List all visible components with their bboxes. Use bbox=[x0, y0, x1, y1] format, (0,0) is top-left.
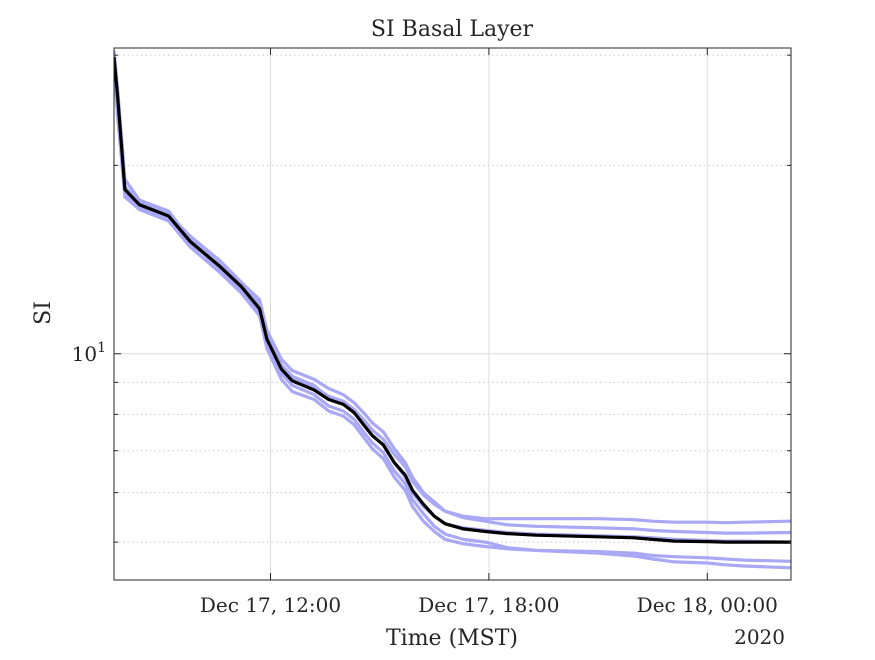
x-axis-label: Time (MST) bbox=[386, 626, 518, 651]
y-tick-label: 101 bbox=[72, 340, 106, 366]
ticks: 101 Dec 17, 12:00 Dec 17, 18:00 Dec 18, 00:… bbox=[72, 48, 791, 617]
ensemble-line-1 bbox=[114, 50, 791, 570]
x-tick-label: Dec 17, 12:00 bbox=[200, 593, 341, 617]
axes-box bbox=[113, 47, 792, 581]
ensemble-line-3 bbox=[114, 68, 791, 525]
x-tick-label: Dec 17, 18:00 bbox=[418, 593, 559, 617]
grid bbox=[114, 48, 791, 580]
ensemble-line-2 bbox=[114, 59, 791, 544]
chart-title: SI Basal Layer bbox=[371, 17, 534, 42]
x-tick-label: Dec 18, 00:00 bbox=[637, 593, 778, 617]
mean-line bbox=[114, 56, 791, 544]
year-label: 2020 bbox=[734, 625, 785, 649]
ensemble-line-5 bbox=[114, 64, 791, 563]
series-lines bbox=[114, 50, 791, 570]
ensemble-line-4 bbox=[114, 55, 791, 535]
y-axis-label: SI bbox=[31, 301, 56, 325]
